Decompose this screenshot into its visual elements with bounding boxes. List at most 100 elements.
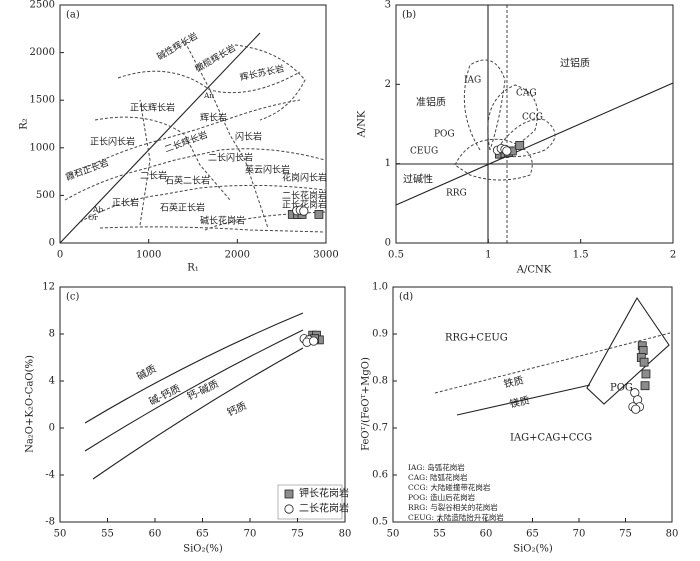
field-label: 正长岩	[112, 197, 139, 209]
boundary-line	[64, 148, 326, 201]
y-tick-label: 0.5	[372, 517, 388, 528]
x-tick-label: 60	[149, 529, 162, 540]
data-point	[640, 381, 650, 391]
y-axis-label: R₂	[19, 118, 30, 130]
boundary-line	[69, 99, 301, 176]
legend-label: 二长花岗岩	[299, 502, 349, 515]
y-tick-label: 1500	[30, 95, 55, 106]
x-axis-label: A/CNK	[516, 265, 552, 276]
legend-marker	[284, 489, 294, 499]
field-label: RRG	[446, 189, 467, 199]
x-tick-label: 1000	[136, 250, 161, 261]
boundary-line	[92, 347, 304, 480]
x-tick-label: 50	[54, 529, 67, 540]
field-label: 正长闪长岩	[90, 136, 135, 148]
field-label: CCG	[522, 113, 543, 123]
y-tick-label: 0	[385, 238, 391, 249]
x-tick-label: 3000	[313, 250, 338, 261]
plot-frame	[395, 4, 674, 244]
y-tick-label: 1	[385, 158, 391, 169]
boundary-line	[79, 184, 326, 223]
y-tick-label: 1.0	[372, 282, 388, 293]
x-tick-label: 60	[480, 529, 493, 540]
boundary-line	[84, 312, 304, 424]
field-label: 二长岩	[140, 170, 167, 182]
field-label: Or	[88, 213, 98, 222]
panel-label: (a)	[66, 10, 80, 21]
field-label: 过碱性	[403, 173, 433, 186]
x-tick-label: 2000	[225, 250, 250, 261]
data-point	[314, 210, 324, 219]
x-tick-label: 75	[291, 529, 304, 540]
x-tick-label: 1	[485, 250, 491, 261]
y-tick-label: 2500	[30, 0, 55, 11]
field-label: 辉长岩	[200, 112, 227, 124]
boundary-line	[99, 226, 326, 233]
y-tick-label: 2	[385, 79, 391, 90]
boundary-line	[434, 332, 671, 394]
y-tick-label: 0	[49, 423, 55, 434]
field-label: 英云闪长岩	[245, 164, 290, 176]
field-boundaries	[59, 5, 674, 520]
field-label: 准铝质	[416, 97, 446, 109]
field-outline	[463, 59, 506, 151]
field-label: 辉长苏长岩	[239, 62, 286, 83]
legend-box	[277, 484, 343, 520]
y-tick-label: 1000	[30, 142, 55, 153]
field-label: 碱质	[135, 363, 158, 383]
x-tick-label: 70	[573, 529, 586, 540]
x-tick-label: 65	[196, 529, 209, 540]
boundary-line	[117, 70, 301, 94]
field-label: 正长花岗岩	[282, 199, 327, 211]
data-point	[309, 336, 319, 346]
data-point	[631, 404, 641, 414]
field-label: An	[203, 91, 214, 100]
field-label: POG	[434, 130, 455, 140]
y-tick-label: 0.7	[372, 423, 388, 434]
field-label: RRG+CEUG	[445, 333, 508, 344]
field-label: POG	[610, 383, 633, 394]
legend-note: RRG: 与裂谷相关的花岗岩	[408, 502, 498, 512]
y-tick-label: -8	[45, 517, 55, 528]
legend-note: CEUG: 大陆造陆抬升花岗岩	[408, 512, 504, 522]
x-tick-label: 0	[57, 250, 63, 261]
field-label: 铁质	[502, 374, 524, 391]
field-label: 正长辉长岩	[130, 102, 175, 114]
boundary-line	[139, 99, 151, 226]
field-label: CEUG	[410, 147, 438, 157]
y-tick-label: 2000	[30, 47, 55, 58]
y-tick-label: 3	[385, 0, 391, 11]
x-tick-label: 75	[619, 529, 632, 540]
field-label: 过铝质	[560, 57, 590, 70]
field-label: 石英二长岩	[165, 175, 210, 187]
x-tick-label: 1.5	[573, 250, 589, 261]
x-tick-label: 80	[666, 529, 679, 540]
field-label: CAG	[516, 89, 537, 99]
data-point	[299, 206, 309, 216]
boundary-line	[184, 41, 269, 229]
field-label: 花岗闪长岩	[282, 172, 327, 184]
x-tick-label: 65	[526, 529, 539, 540]
x-tick-label: 55	[433, 529, 446, 540]
legend-note: POG: 造山后花岗岩	[408, 492, 476, 502]
y-tick-label: 12	[42, 282, 55, 293]
boundary-line	[59, 32, 261, 244]
y-tick-label: 0.6	[372, 470, 388, 481]
x-axis-label: R₁	[187, 263, 199, 274]
data-point	[641, 369, 651, 379]
y-axis-label: Na₂O+K₂O-CaO(%)	[25, 355, 36, 453]
field-label: Ab	[92, 205, 103, 214]
field-label: 闪长岩	[235, 131, 262, 143]
field-label: 霞石正长岩	[64, 156, 110, 183]
x-tick-label: 55	[101, 529, 114, 540]
y-tick-label: 0	[49, 238, 55, 249]
annotations: 碱性辉长岩 橄榄辉长岩 辉长苏长岩 正长辉长岩 辉长岩 正长闪长岩 二长辉长岩 …	[64, 30, 633, 522]
x-axis-label: SiO₂(%)	[513, 544, 553, 555]
data-point	[502, 146, 512, 156]
boundary-line	[84, 329, 304, 452]
field-outline	[454, 138, 533, 181]
field-outline	[586, 296, 670, 405]
panel-label: (d)	[399, 292, 413, 303]
y-tick-label: 0.8	[372, 376, 388, 387]
